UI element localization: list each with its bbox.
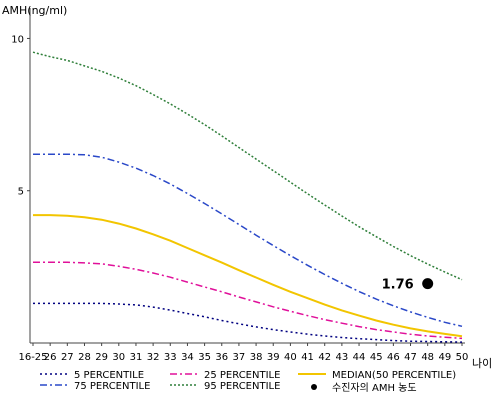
x-tick-label: 30 <box>112 352 125 363</box>
legend-label-0: 5 PERCENTILE <box>74 370 144 381</box>
y-ticks: 5 10 <box>11 34 30 198</box>
x-tick-label: 37 <box>233 352 246 363</box>
x-tick-label: 44 <box>353 352 366 363</box>
series-line-2 <box>33 214 463 338</box>
y-tick-label: 10 <box>11 34 24 45</box>
y-tick-label: 5 <box>18 187 24 198</box>
x-tick-label: 46 <box>387 352 400 363</box>
series-line-0 <box>33 302 463 343</box>
highlight-point <box>422 278 434 290</box>
series-line-3 <box>33 153 463 328</box>
x-axis-title: 나이 <box>472 357 492 370</box>
x-tick-label: 28 <box>78 352 91 363</box>
x-tick-label: 40 <box>284 352 297 363</box>
x-tick-label: 33 <box>164 352 177 363</box>
x-tick-label: 41 <box>301 352 314 363</box>
x-tick-label: 38 <box>250 352 263 363</box>
x-tick-label: 45 <box>370 352 383 363</box>
series-line-4 <box>32 51 463 281</box>
legend: 5 PERCENTILE 25 PERCENTILE MEDIAN(50 PERCE… <box>40 370 456 394</box>
highlight-point-label: 1.76 <box>382 278 414 293</box>
axes <box>29 8 465 344</box>
legend-label-2: MEDIAN(50 PERCENTILE) <box>332 370 456 381</box>
x-tick-label: 26 <box>44 352 57 363</box>
x-tick-label: 39 <box>267 352 280 363</box>
legend-highlight-marker <box>311 384 317 390</box>
legend-highlight-label: 수진자의 AMH 농도 <box>332 382 417 394</box>
x-tick-label: 34 <box>181 352 194 363</box>
x-tick-label: 42 <box>318 352 331 363</box>
x-tick-label: 35 <box>198 352 211 363</box>
y-axis-title: AMH(ng/ml) <box>2 4 67 17</box>
x-tick-label: 48 <box>421 352 434 363</box>
x-tick-label: 49 <box>438 352 451 363</box>
x-tick-label: 29 <box>95 352 108 363</box>
x-tick-label: 43 <box>336 352 349 363</box>
legend-label-1: 25 PERCENTILE <box>204 370 280 381</box>
series-line-1 <box>33 261 463 340</box>
x-tick-label: 36 <box>215 352 228 363</box>
x-tick-label: 50 <box>456 352 469 363</box>
legend-label-4: 95 PERCENTILE <box>204 381 280 392</box>
x-tick-label: 31 <box>130 352 143 363</box>
x-tick-label: 47 <box>404 352 417 363</box>
series-lines <box>32 51 463 343</box>
legend-label-3: 75 PERCENTILE <box>74 381 150 392</box>
x-tick-label: 32 <box>147 352 160 363</box>
x-tick-label: 27 <box>61 352 74 363</box>
x-tick-label: 16-25 <box>18 352 47 363</box>
highlight-point-group: 1.76 <box>382 278 434 293</box>
